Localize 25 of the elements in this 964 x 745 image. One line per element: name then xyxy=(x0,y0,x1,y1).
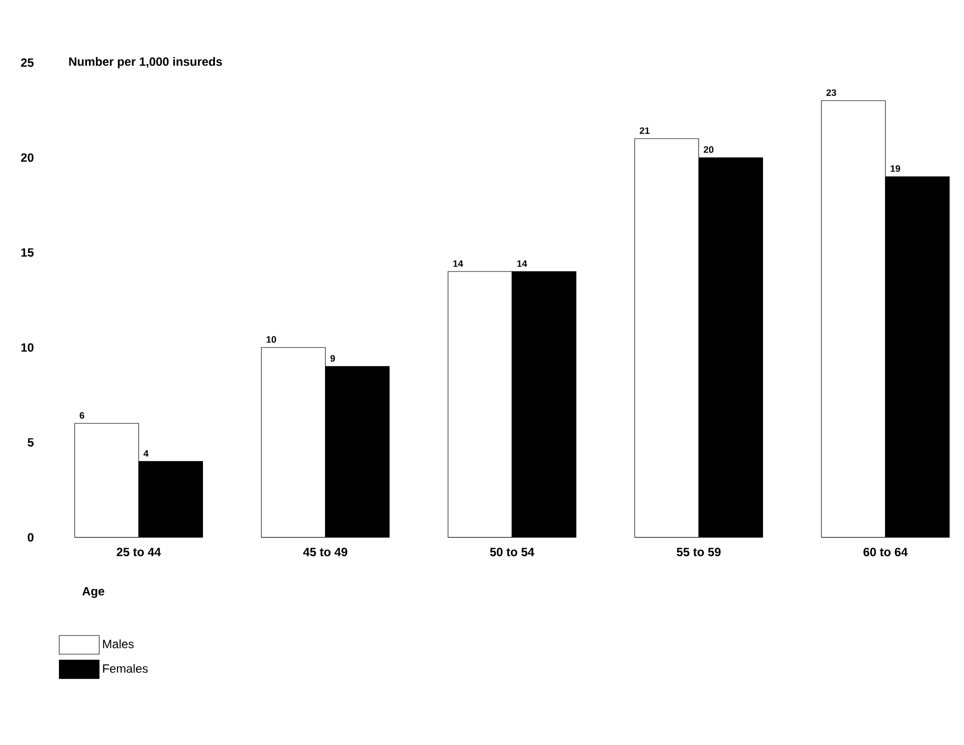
y-tick-label: 10 xyxy=(21,343,34,352)
legend-label: Females xyxy=(103,664,148,673)
data-label: 21 xyxy=(640,127,650,134)
data-label: 19 xyxy=(890,165,900,172)
data-label: 14 xyxy=(453,260,464,267)
x-tick-label: 45 to 49 xyxy=(303,548,348,556)
data-label: 9 xyxy=(330,354,335,362)
y-tick-label: 15 xyxy=(21,248,34,257)
data-label: 23 xyxy=(826,89,836,96)
x-tick-label: 25 to 44 xyxy=(116,548,161,556)
y-tick-label: 5 xyxy=(28,438,34,446)
legend-label: Males xyxy=(103,639,134,648)
data-label: 10 xyxy=(266,336,276,343)
data-label: 20 xyxy=(704,146,714,153)
data-label: 4 xyxy=(144,450,149,457)
data-label: 14 xyxy=(517,260,528,267)
y-tick-label: 20 xyxy=(21,153,34,162)
y-tick-label: 25 xyxy=(21,58,34,67)
x-tick-label: 50 to 54 xyxy=(490,548,534,556)
x-tick-label: 60 to 64 xyxy=(863,548,908,556)
data-label: 6 xyxy=(80,412,84,419)
x-axis-title: Age xyxy=(82,586,104,598)
x-tick-label: 55 to 59 xyxy=(676,548,721,556)
y-axis-title: Number per 1,000 insureds xyxy=(69,56,222,68)
y-tick-label: 0 xyxy=(28,532,34,542)
